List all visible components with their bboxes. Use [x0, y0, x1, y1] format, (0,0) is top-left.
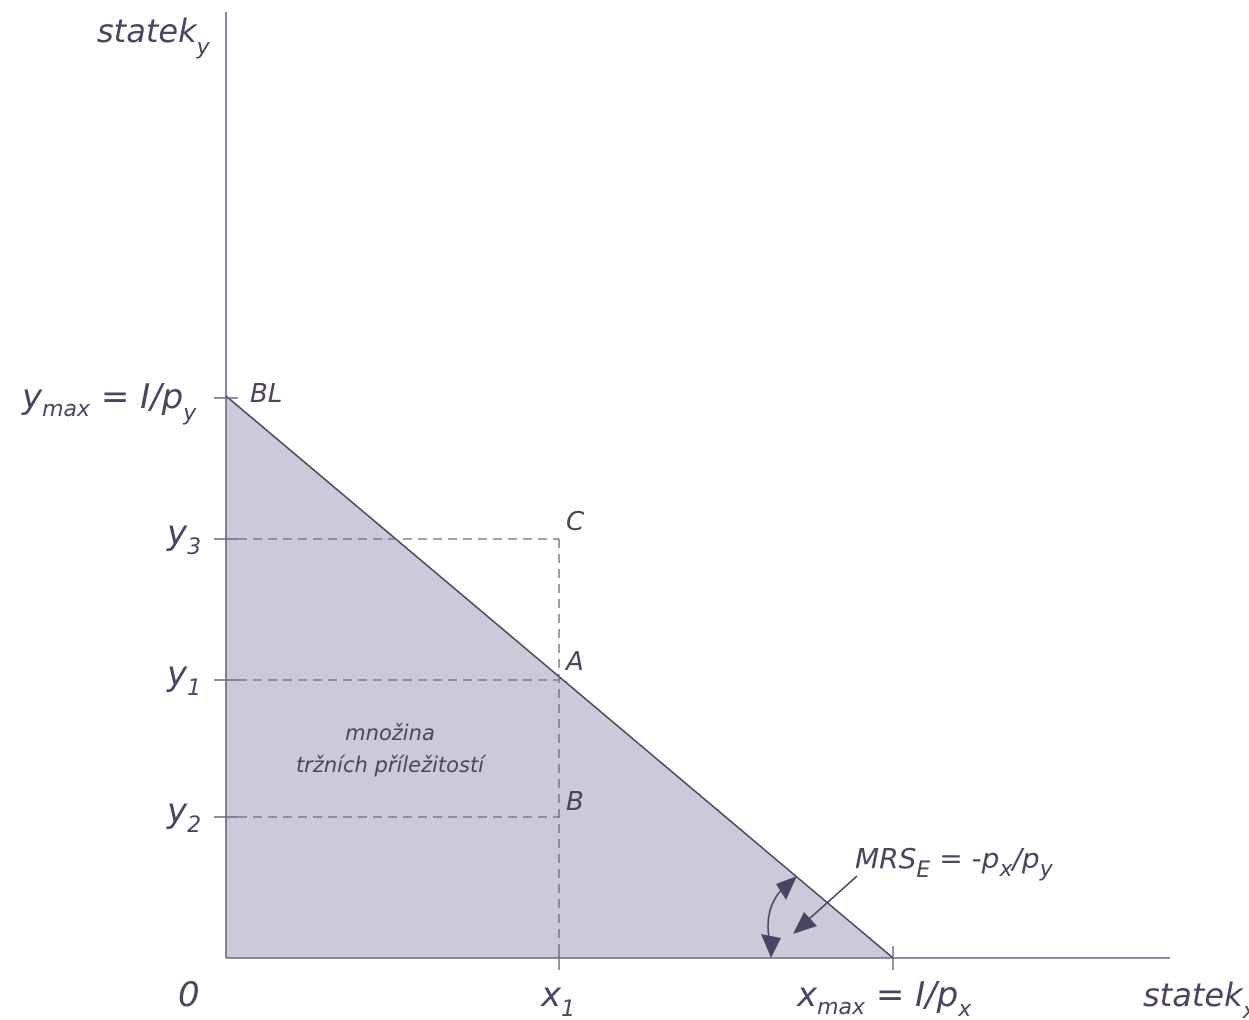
opportunity-set-label: množina	[345, 721, 435, 745]
y3-label: y3	[166, 513, 201, 560]
opportunity-set-label-2: tržních příležitostí	[296, 753, 487, 777]
point-b-label: B	[566, 787, 584, 817]
arc-arrowhead-top-icon	[776, 876, 797, 900]
guide-lines	[238, 538, 560, 946]
budget-line-label: BL	[250, 379, 282, 409]
xmax-label: xmax = I/px	[796, 975, 972, 1020]
mrs-leader-line	[807, 875, 858, 921]
x1-label: x1	[540, 975, 575, 1020]
origin-label: 0	[178, 975, 200, 1015]
y2-label: y2	[166, 791, 201, 838]
mrs-label: MRSE = -px/py	[855, 842, 1054, 883]
point-a-label: A	[564, 647, 584, 677]
mrs-arrowhead-icon	[793, 912, 817, 934]
y-axis-label: stateky	[97, 12, 211, 60]
arc-arrowhead-bottom-icon	[761, 934, 781, 958]
point-c-label: C	[566, 507, 585, 537]
x-axis-label: statekx	[1143, 976, 1249, 1020]
ymax-label: ymax = I/py	[21, 377, 197, 426]
y1-label: y1	[166, 654, 201, 701]
